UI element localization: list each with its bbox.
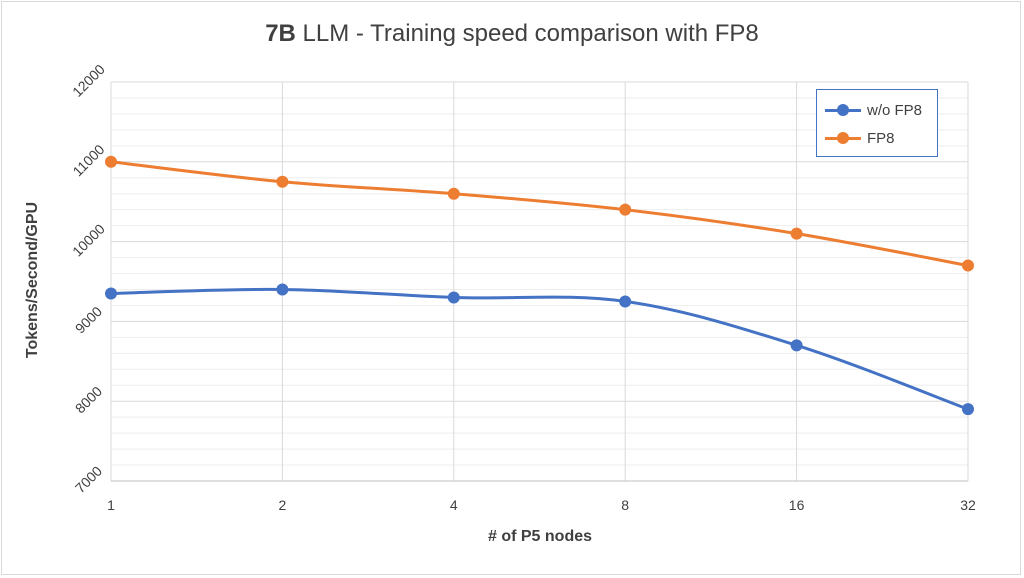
y-tick-label: 8000 [72, 383, 105, 416]
legend-label-fp8: FP8 [867, 129, 895, 147]
legend-swatch-wo-fp8 [825, 103, 861, 117]
y-tick-label: 12000 [69, 61, 108, 100]
data-point-wo-fp8 [105, 287, 117, 300]
data-point-wo-fp8 [962, 403, 974, 416]
legend-swatch-fp8 [825, 131, 861, 145]
chart-title-bold: 7B [265, 20, 296, 47]
data-point-fp8 [105, 155, 117, 168]
x-tick-label: 16 [789, 497, 805, 513]
y-tick-label: 10000 [69, 220, 108, 259]
data-point-fp8 [619, 203, 632, 216]
chart-title: 7B LLM - Training speed comparison with … [0, 20, 1024, 48]
legend-label-wo-fp8: w/o FP8 [867, 101, 923, 119]
chart-title-rest: LLM - Training speed comparison with FP8 [295, 20, 759, 47]
data-point-fp8 [790, 227, 803, 240]
legend-item-fp8: FP8 [825, 128, 895, 148]
x-axis-title: # of P5 nodes [488, 528, 592, 545]
series-line-fp8 [109, 160, 970, 268]
x-tick-label: 1 [107, 497, 115, 513]
legend-item-wo-fp8: w/o FP8 [825, 100, 922, 120]
data-point-wo-fp8 [447, 291, 460, 304]
data-point-wo-fp8 [276, 283, 289, 296]
x-tick-label: 4 [450, 497, 458, 513]
data-point-fp8 [447, 187, 460, 200]
series-line-wo-fp8 [109, 287, 970, 411]
data-point-fp8 [962, 259, 974, 272]
x-tick-label: 2 [279, 497, 287, 513]
x-tick-label: 8 [621, 497, 629, 513]
y-axis-title: Tokens/Second/GPU [24, 202, 41, 358]
data-point-wo-fp8 [619, 295, 632, 308]
y-tick-label: 7000 [72, 463, 105, 496]
data-point-wo-fp8 [790, 339, 803, 352]
legend: w/o FP8 FP8 [816, 89, 938, 157]
y-tick-label: 11000 [69, 141, 107, 179]
x-tick-label: 32 [960, 497, 976, 513]
data-point-fp8 [276, 175, 289, 188]
y-tick-label: 9000 [72, 303, 105, 336]
